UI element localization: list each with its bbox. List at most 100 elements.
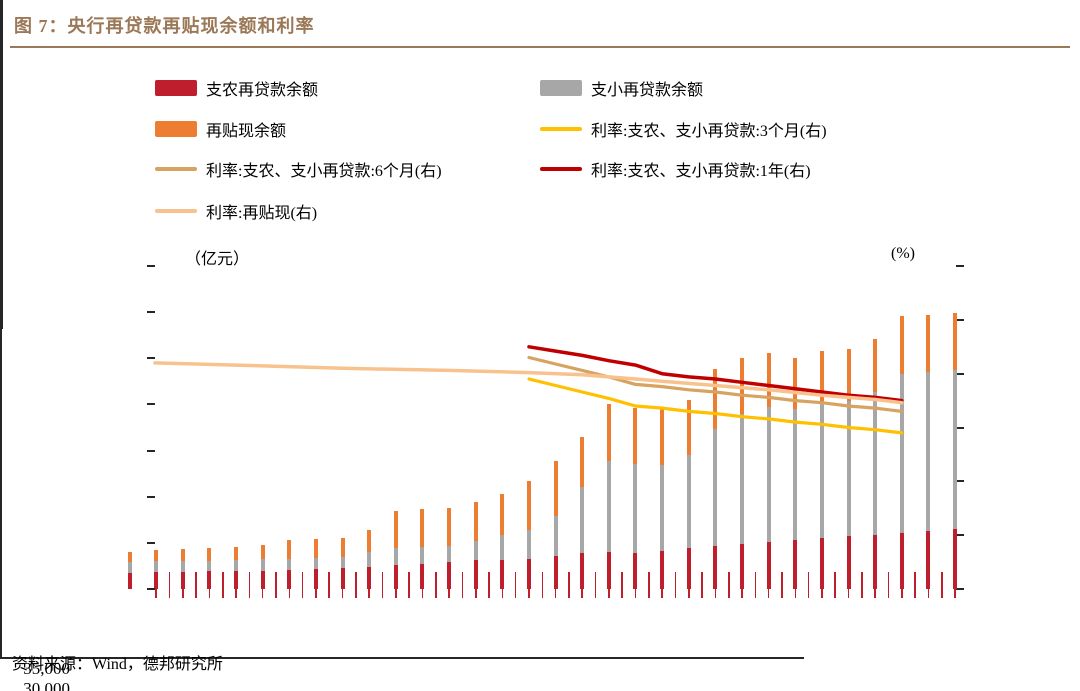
bar-2019Q4-series2 xyxy=(420,508,425,547)
bar-2020Q3-series0 xyxy=(500,560,505,589)
right-axis-unit: (%) xyxy=(891,245,915,262)
legend-swatch-line-icon xyxy=(540,167,582,171)
legend-item-6[interactable]: 利率:再贴现(右) xyxy=(155,202,317,222)
bar-2022Q3-series1 xyxy=(713,429,718,546)
bar-2017Q2-series0 xyxy=(154,572,159,589)
bar-2024Q4-series1 xyxy=(953,370,958,529)
x-axis-tick xyxy=(781,572,783,598)
y-axis-left-tick xyxy=(147,588,155,590)
bar-2018Q4-series2 xyxy=(313,539,318,558)
x-axis-tick xyxy=(834,572,837,598)
bar-2021Q4-series2 xyxy=(633,408,638,465)
bar-2020Q2-series0 xyxy=(473,560,478,589)
bar-2022Q3-series0 xyxy=(713,545,718,589)
x-axis-tick xyxy=(514,572,517,598)
x-axis-tick xyxy=(182,589,184,598)
bar-2017Q2-series1 xyxy=(154,561,159,573)
x-axis-tick xyxy=(381,572,384,598)
bar-2023Q4-series0 xyxy=(846,536,851,589)
bar-2017Q3-series2 xyxy=(180,549,185,562)
x-axis-tick xyxy=(434,572,437,598)
y-axis-right-tick xyxy=(956,480,964,483)
bar-2019Q2-series0 xyxy=(367,566,372,589)
x-axis-tick xyxy=(821,589,823,598)
bar-2020Q1-series2 xyxy=(447,507,452,546)
bar-2017Q3-series1 xyxy=(180,561,185,573)
legend-label: 支农再贷款余额 xyxy=(206,82,319,99)
x-axis-tick xyxy=(421,589,424,598)
legend-item-4[interactable]: 利率:支农、支小再贷款:6个月(右) xyxy=(155,160,442,180)
legend-label: 支小再贷款余额 xyxy=(591,82,704,99)
bar-2019Q3-series2 xyxy=(393,510,398,549)
bar-2020Q4-series0 xyxy=(526,558,531,589)
y-axis-left-tick xyxy=(147,449,155,452)
bar-2022Q1-series0 xyxy=(660,551,665,589)
figure-title: 图 7：央行再贷款再贴现余额和利率 xyxy=(14,16,315,36)
legend-swatch-line-icon xyxy=(155,167,197,171)
x-axis-tick xyxy=(594,572,597,598)
bar-2018Q3-series1 xyxy=(287,558,292,570)
y-axis-left-tick xyxy=(147,311,155,314)
bar-2023Q1-series1 xyxy=(766,407,771,542)
bar-2020Q3-series2 xyxy=(500,493,505,536)
legend-swatch-bar-icon xyxy=(155,80,197,96)
bar-2018Q1-series2 xyxy=(234,546,239,561)
x-axis-tick xyxy=(861,572,863,598)
bar-2022Q4-series0 xyxy=(739,543,744,589)
bar-2022Q4-series1 xyxy=(739,413,744,544)
y-axis-left-tick xyxy=(147,495,155,498)
legend-item-3[interactable]: 利率:支农、支小再贷款:3个月(右) xyxy=(540,120,827,140)
bar-2022Q4-series2 xyxy=(739,358,744,414)
bar-2022Q1-series2 xyxy=(660,408,665,466)
y-axis-left-tick xyxy=(147,403,155,406)
legend-item-2[interactable]: 再贴现余额 xyxy=(155,120,286,140)
x-axis-tick xyxy=(940,572,943,598)
x-axis-tick xyxy=(661,589,663,598)
legend-swatch-bar-icon xyxy=(540,80,582,96)
bar-2017Q3-series0 xyxy=(180,572,185,589)
bar-2022Q2-series1 xyxy=(686,455,691,548)
bar-2018Q2-series0 xyxy=(260,570,265,589)
x-axis-tick xyxy=(741,589,743,598)
bar-2023Q1-series0 xyxy=(766,541,771,589)
bar-2017Q4-series0 xyxy=(207,571,212,589)
x-axis-tick xyxy=(461,572,464,598)
legend-item-5[interactable]: 利率:支农、支小再贷款:1年(右) xyxy=(540,160,811,180)
x-axis-tick xyxy=(927,589,930,598)
bar-2017Q2-series2 xyxy=(154,550,159,562)
x-axis-tick xyxy=(168,572,171,598)
legend-label: 利率:支农、支小再贷款:1年(右) xyxy=(591,163,811,180)
legend-item-1[interactable]: 支小再贷款余额 xyxy=(540,79,704,99)
x-axis-tick xyxy=(541,572,544,598)
bar-2023Q3-series1 xyxy=(819,402,824,539)
bar-2018Q2-series2 xyxy=(260,544,265,560)
bar-2023Q4-series2 xyxy=(846,349,851,401)
bar-2024Q1-series1 xyxy=(873,392,878,535)
bar-2024Q3-series2 xyxy=(926,314,931,373)
bar-2019Q1-series2 xyxy=(340,538,345,557)
bar-2023Q3-series0 xyxy=(819,538,824,589)
bar-2022Q1-series1 xyxy=(660,465,665,552)
bar-2019Q4-series0 xyxy=(420,564,425,589)
x-axis-tick xyxy=(235,589,237,598)
bar-2018Q2-series1 xyxy=(260,559,265,571)
x-axis-tick xyxy=(701,572,703,598)
x-axis-tick xyxy=(901,589,903,598)
bar-2024Q2-series1 xyxy=(899,373,904,533)
bar-2024Q3-series1 xyxy=(926,372,931,531)
x-axis-tick xyxy=(221,572,224,598)
bar-2017Q1-series2 xyxy=(127,552,132,563)
bar-2020Q4-series1 xyxy=(526,529,531,559)
x-axis-tick xyxy=(315,589,317,598)
legend-label: 利率:支农、支小再贷款:6个月(右) xyxy=(206,163,442,180)
legend-item-0[interactable]: 支农再贷款余额 xyxy=(155,79,319,99)
bar-2023Q2-series1 xyxy=(793,409,798,541)
bar-2020Q4-series2 xyxy=(526,481,531,530)
x-axis-tick xyxy=(328,572,331,598)
y-axis-left-tick xyxy=(147,541,155,544)
x-axis-tick xyxy=(754,572,757,598)
x-axis-tick xyxy=(687,589,690,598)
x-axis-tick xyxy=(714,589,717,598)
bar-2021Q2-series0 xyxy=(580,553,585,589)
